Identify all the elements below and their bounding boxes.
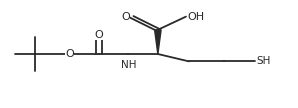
Text: SH: SH: [257, 56, 271, 66]
Text: O: O: [121, 12, 130, 22]
Text: NH: NH: [121, 60, 136, 70]
Text: O: O: [65, 49, 74, 59]
Polygon shape: [155, 30, 161, 54]
Text: O: O: [94, 30, 103, 40]
Text: OH: OH: [187, 12, 204, 22]
